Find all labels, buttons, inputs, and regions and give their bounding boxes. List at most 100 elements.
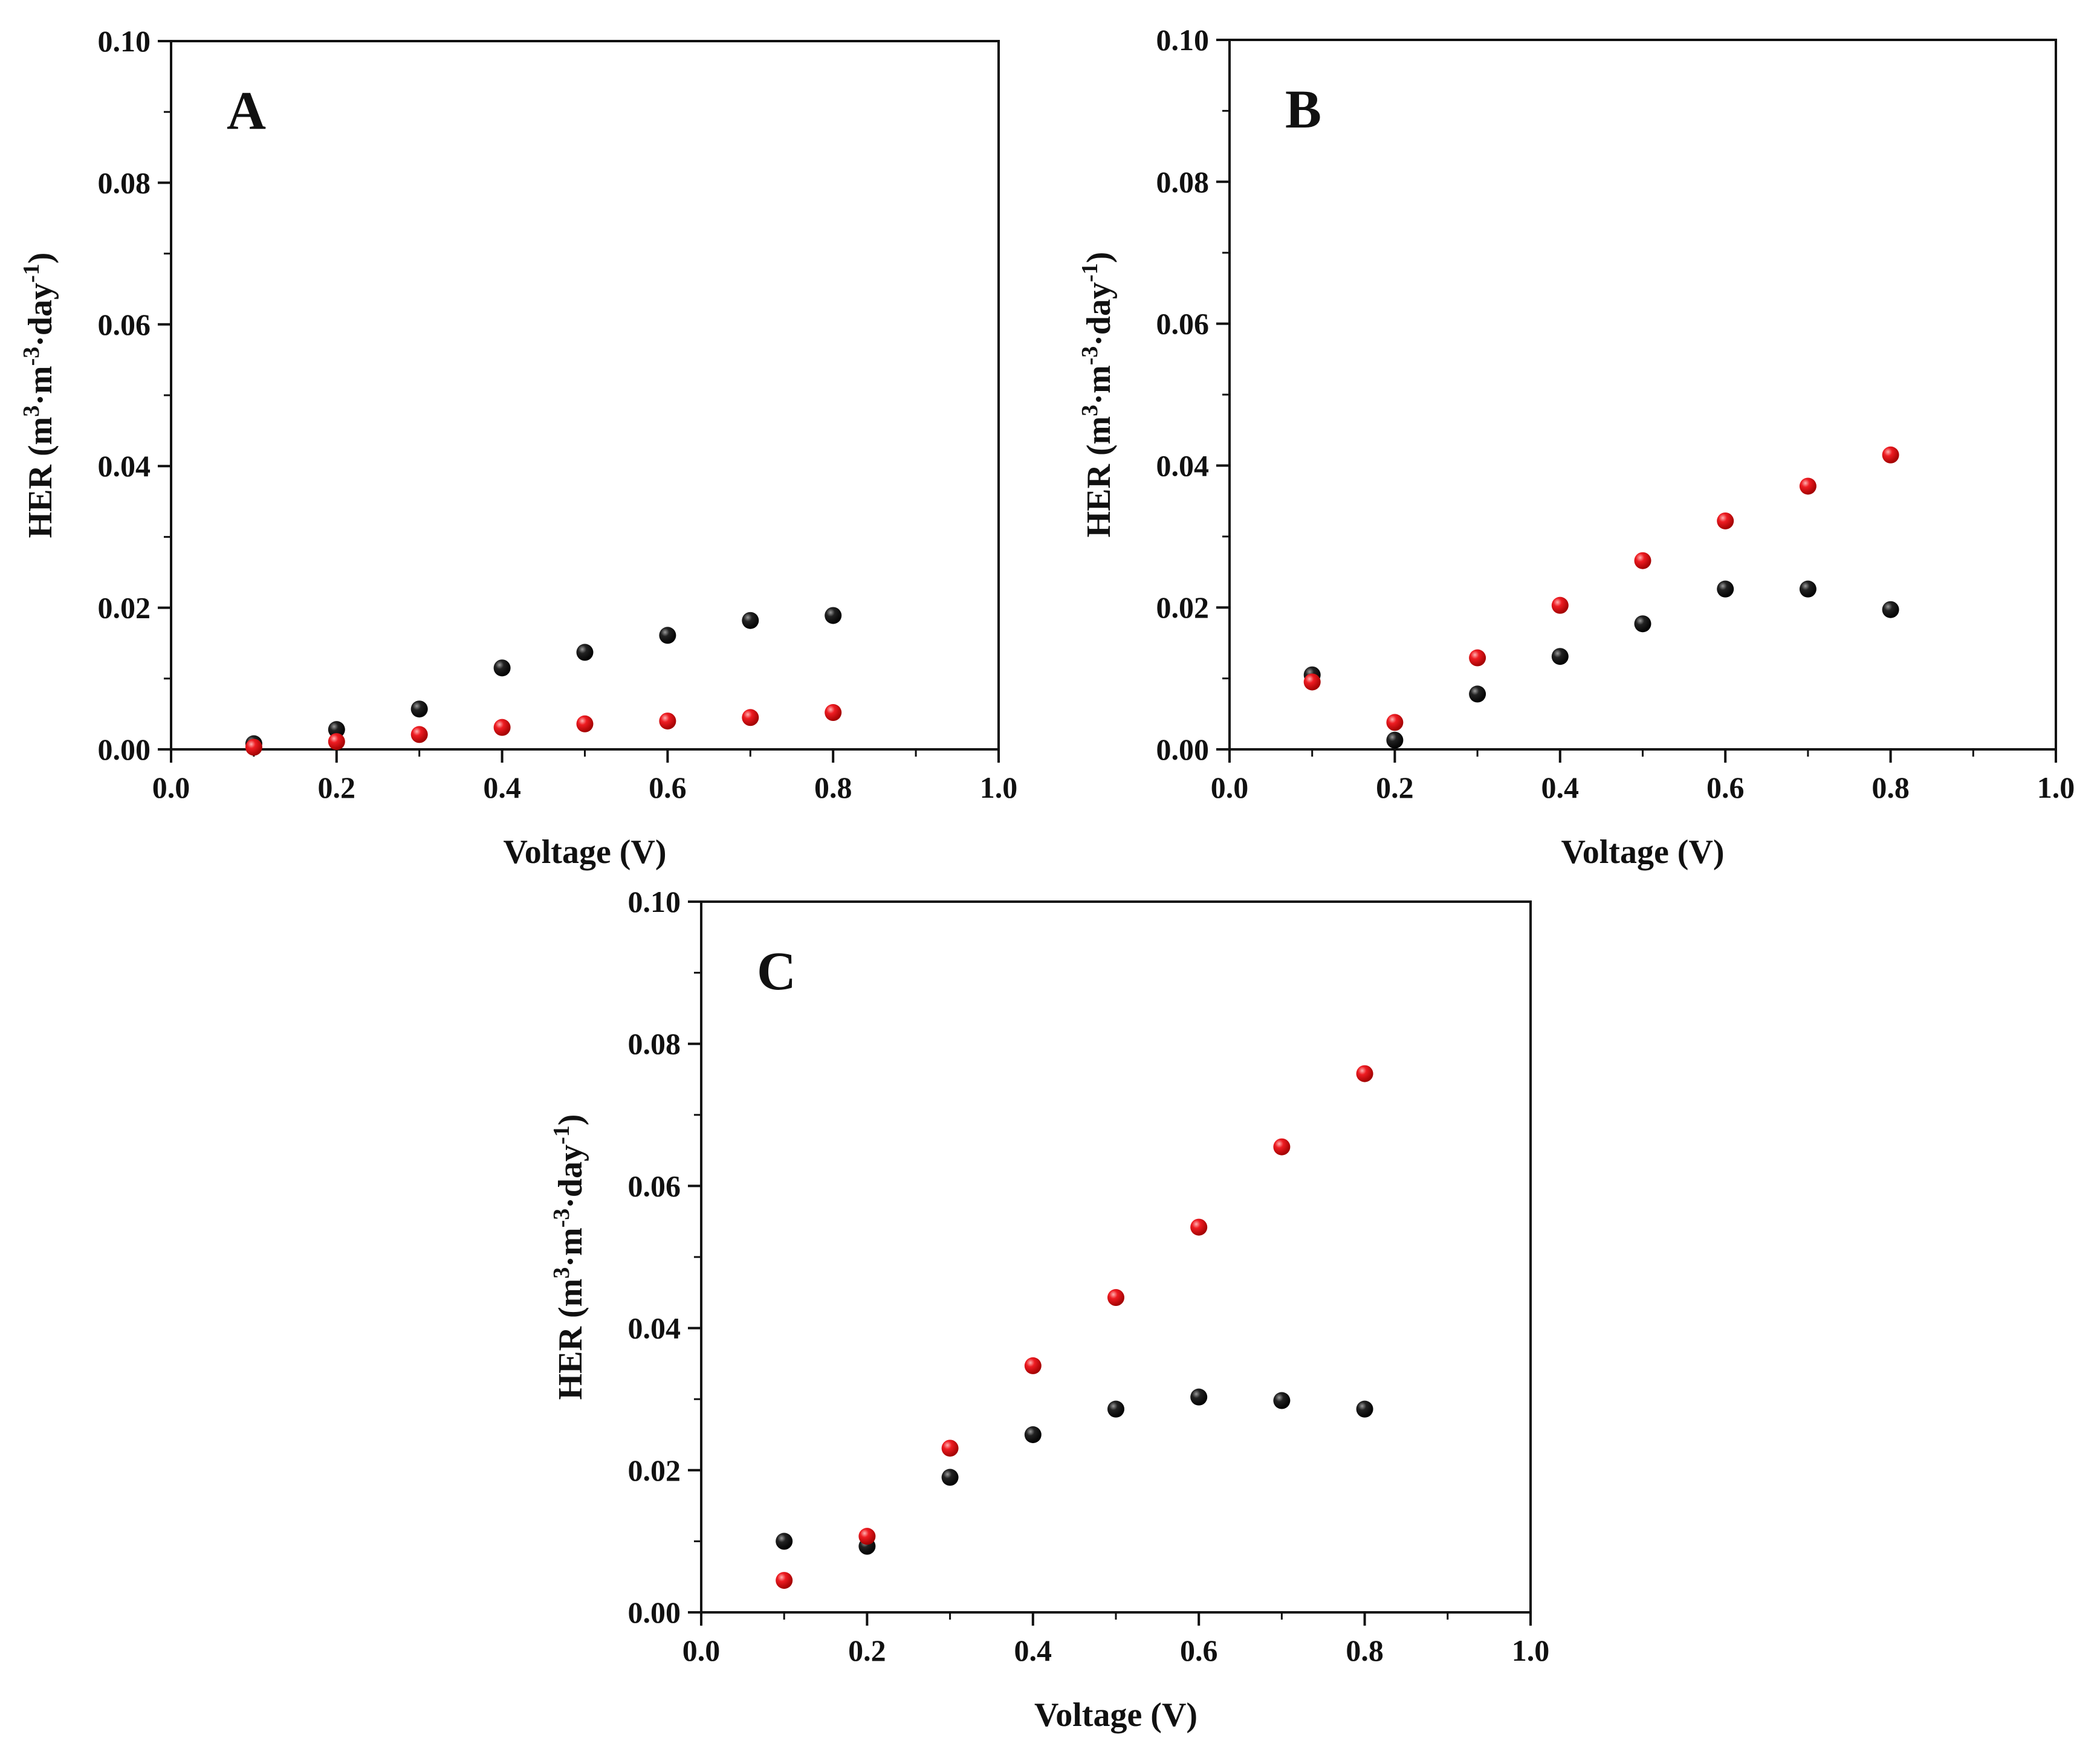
y-tick-label-c: 0.08 — [628, 1027, 681, 1061]
data-point-red-a — [659, 713, 676, 730]
data-point-red-b — [1469, 649, 1486, 667]
chart-panel-a: 0.0 0.2 0.4 0.6 0.8 1.0 0.00 0.02 0.04 0.06 0.08 0.… — [19, 24, 1017, 871]
y-tick-label-a: 0.00 — [98, 732, 151, 766]
data-point-red-c — [858, 1528, 876, 1545]
y-axis-label-part: -1 — [549, 1125, 574, 1145]
y-axis-label-part: -3 — [19, 347, 44, 366]
y-tick-label-c: 0.06 — [628, 1169, 681, 1203]
data-point-red-c — [1107, 1289, 1124, 1307]
x-tick-label-c: 0.0 — [682, 1634, 721, 1667]
y-tick-label-b: 0.00 — [1156, 732, 1210, 766]
y-tick-label-a: 0.02 — [98, 591, 151, 625]
y-tick-label-a: 0.10 — [98, 24, 151, 58]
y-axis-label-part: ·m — [22, 366, 59, 405]
x-tick-label-c: 1.0 — [1512, 1634, 1550, 1667]
data-point-black-a — [742, 612, 759, 629]
x-axis-label-b: Voltage (V) — [1561, 833, 1724, 871]
data-point-black-b — [1551, 648, 1569, 665]
chart-panel-b: 0.0 0.2 0.4 0.6 0.8 1.0 0.00 0.02 0.04 0.06 0.08 0.… — [1077, 23, 2075, 871]
y-axis-label-part: HER (m — [22, 417, 59, 538]
data-point-red-a — [245, 738, 262, 756]
y-tick-label-b: 0.06 — [1156, 307, 1210, 341]
data-point-black-c — [1024, 1426, 1042, 1443]
data-point-red-b — [1303, 673, 1321, 691]
x-tick-label-a: 1.0 — [980, 771, 1018, 804]
data-point-black-b — [1634, 615, 1651, 633]
x-tick-label-b: 0.8 — [1872, 771, 1910, 804]
data-point-black-a — [410, 700, 428, 718]
data-point-red-c — [1273, 1138, 1291, 1155]
y-axis-label-part: HER (m — [1080, 416, 1118, 538]
data-point-black-c — [1356, 1400, 1373, 1418]
x-tick-label-b: 0.4 — [1541, 771, 1580, 804]
y-axis-label-part: 3 — [1077, 405, 1103, 416]
x-tick-label-b: 1.0 — [2037, 771, 2075, 804]
data-point-red-b — [1799, 477, 1816, 495]
y-axis-label-a: HER (m3·m-3·day-1) — [19, 253, 59, 538]
data-point-black-a — [576, 644, 594, 661]
data-point-red-a — [328, 733, 345, 751]
data-point-black-c — [1273, 1392, 1291, 1409]
y-axis-label-part: ·m — [1080, 365, 1118, 404]
x-tick-label-a: 0.6 — [649, 771, 687, 804]
y-tick-label-b: 0.10 — [1156, 23, 1210, 57]
y-tick-label-c: 0.02 — [628, 1453, 681, 1487]
data-point-black-b — [1799, 580, 1816, 598]
data-point-red-c — [776, 1572, 793, 1589]
x-tick-label-a: 0.0 — [152, 771, 190, 804]
x-tick-label-a: 0.2 — [318, 771, 356, 804]
data-point-black-a — [328, 721, 345, 738]
data-point-red-b — [1882, 446, 1899, 464]
chart-panel-c: 0.0 0.2 0.4 0.6 0.8 1.0 0.00 0.02 0.04 0.06 0.08 0.… — [549, 885, 1549, 1734]
data-point-black-a — [493, 659, 511, 677]
data-point-black-c — [776, 1533, 793, 1550]
y-tick-label-b: 0.02 — [1156, 590, 1210, 624]
y-axis-label-part: ·day — [552, 1145, 589, 1209]
data-point-red-c — [1190, 1218, 1208, 1236]
data-point-black-b — [1717, 580, 1734, 598]
data-point-red-b — [1386, 714, 1404, 731]
y-axis-label-part: -1 — [1077, 263, 1103, 282]
data-point-red-b — [1717, 512, 1734, 529]
y-tick-label-b: 0.08 — [1156, 165, 1210, 199]
y-axis-label-part: 3 — [19, 406, 44, 417]
y-axis-label-c: HER (m3·m-3·day-1) — [549, 1114, 589, 1400]
x-tick-label-c: 0.4 — [1014, 1634, 1052, 1667]
data-point-red-a — [410, 726, 428, 743]
panel-label-b: B — [1285, 80, 1321, 140]
x-tick-label-a: 0.8 — [814, 771, 852, 804]
y-axis-label-part: HER (m — [552, 1279, 589, 1400]
data-point-red-c — [941, 1440, 959, 1457]
y-axis-label-part: ) — [1080, 252, 1118, 263]
y-axis-label-part: -3 — [1077, 346, 1103, 366]
x-tick-label-c: 0.8 — [1346, 1634, 1384, 1667]
x-axis-label-c: Voltage (V) — [1034, 1696, 1197, 1734]
data-point-black-a — [825, 607, 842, 624]
y-tick-label-b: 0.04 — [1156, 448, 1210, 482]
y-tick-label-a: 0.08 — [98, 166, 151, 199]
data-point-black-b — [1386, 731, 1404, 749]
data-point-black-c — [941, 1469, 959, 1486]
data-point-red-a — [493, 719, 511, 736]
x-tick-label-c: 0.6 — [1180, 1634, 1218, 1667]
y-tick-label-c: 0.10 — [628, 885, 681, 919]
data-point-black-a — [659, 627, 676, 644]
data-point-red-a — [825, 704, 842, 722]
y-tick-label-c: 0.00 — [628, 1595, 681, 1629]
plot-frame-c — [700, 900, 1532, 1614]
y-axis-label-part: 3 — [549, 1267, 574, 1279]
y-axis-label-part: -1 — [19, 263, 44, 283]
y-axis-label-part: ) — [552, 1114, 589, 1126]
y-axis-label-part: -3 — [549, 1209, 574, 1228]
data-point-red-c — [1024, 1357, 1042, 1374]
y-tick-label-a: 0.06 — [98, 308, 151, 341]
plot-frame-a — [170, 40, 1000, 751]
y-tick-label-c: 0.04 — [628, 1311, 681, 1345]
panel-label-a: A — [227, 81, 266, 141]
data-point-black-c — [1107, 1400, 1124, 1418]
data-point-red-b — [1551, 596, 1569, 614]
data-point-black-c — [1190, 1388, 1208, 1406]
panel-label-c: C — [757, 942, 796, 1001]
y-axis-label-part: ·day — [22, 283, 59, 347]
